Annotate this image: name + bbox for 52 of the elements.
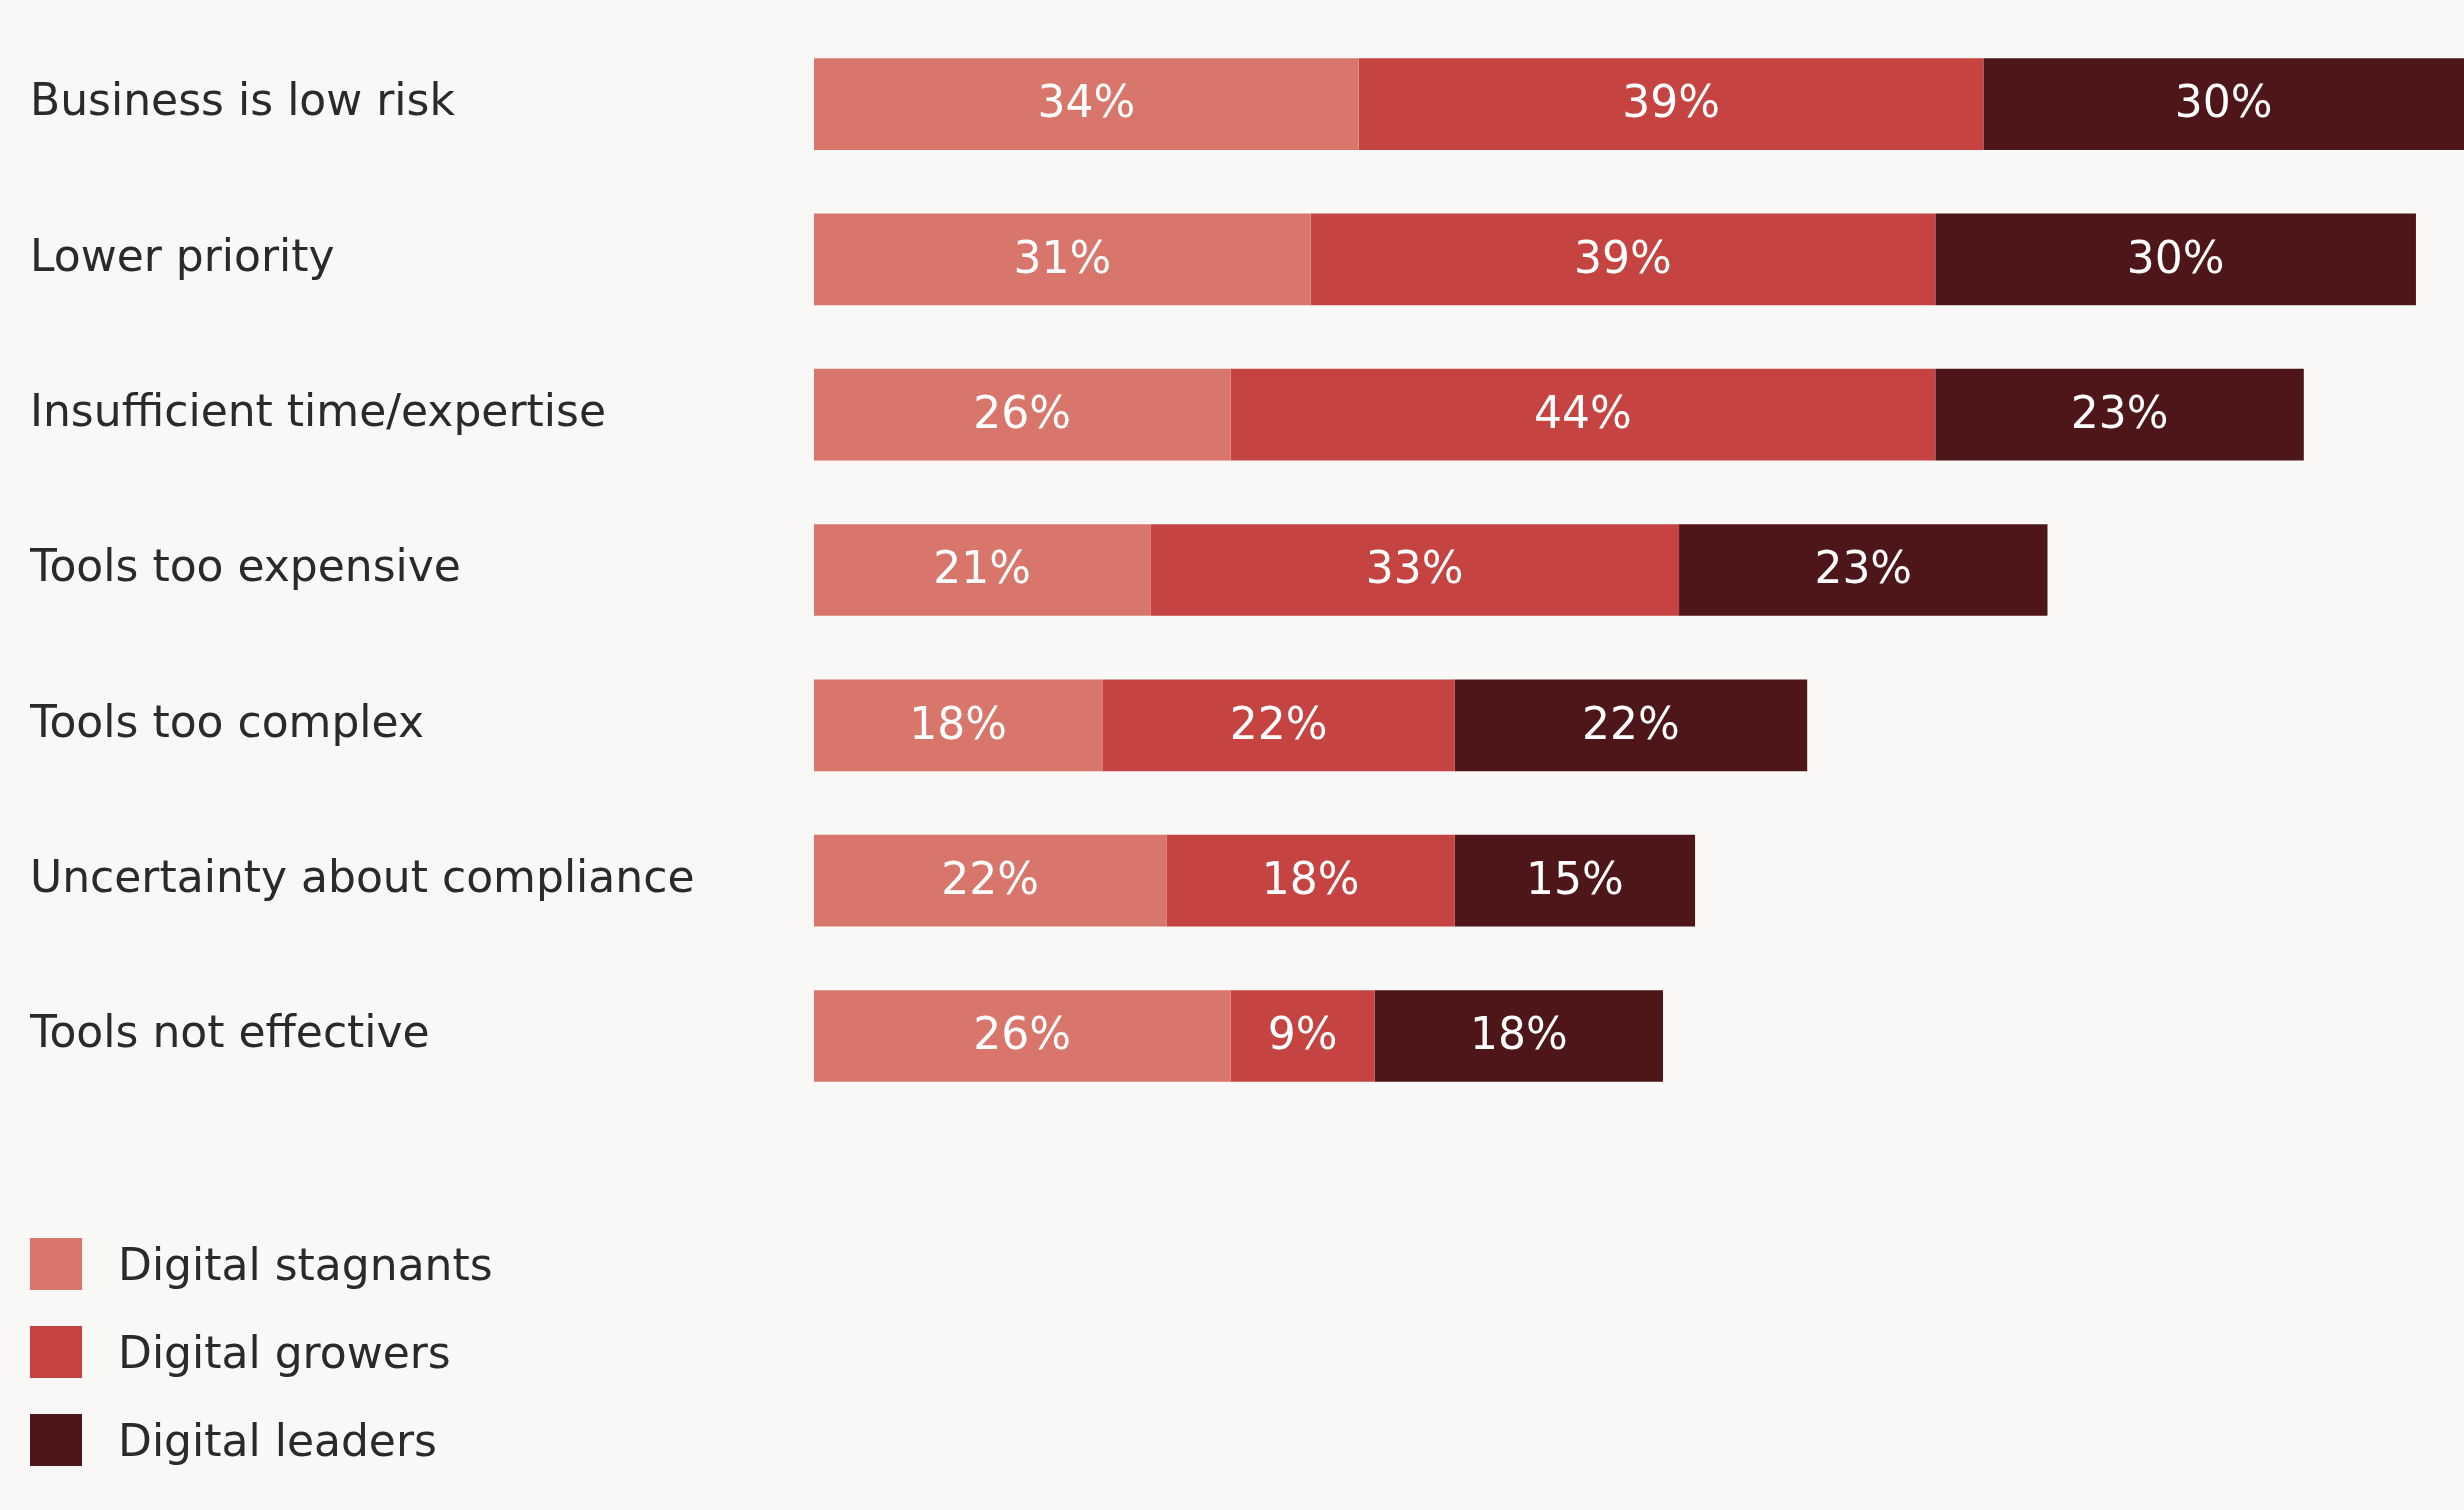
data-label: 33%: [1365, 542, 1464, 594]
legend-label: Digital leaders: [118, 1414, 437, 1466]
data-label: 23%: [2070, 387, 2169, 439]
y-tick-label: Tools too complex: [29, 695, 424, 747]
data-label: 39%: [1622, 76, 1720, 128]
bar: [1230, 990, 1375, 1082]
bar: [814, 368, 1231, 461]
bar: [1935, 213, 2416, 306]
data-label: 18%: [1469, 1008, 1568, 1060]
data-label: 15%: [1526, 853, 1624, 905]
legend-label: Digital growers: [118, 1326, 451, 1378]
data-label: 9%: [1267, 1008, 1338, 1060]
data-label: 23%: [1814, 542, 1913, 594]
bar: [1679, 524, 2048, 616]
data-label: 30%: [2126, 231, 2225, 283]
bar: [814, 58, 1359, 150]
data-label: 39%: [1574, 231, 1672, 283]
data-label: 18%: [1261, 853, 1360, 905]
data-label: 44%: [1534, 387, 1632, 439]
data-label: 26%: [973, 387, 1072, 439]
y-tick-label: Uncertainty about compliance: [30, 851, 695, 903]
y-tick-label: Tools not effective: [29, 1006, 430, 1058]
bar: [814, 834, 1167, 927]
bar: [1454, 679, 1808, 772]
bar: [814, 679, 1103, 772]
bar: [1310, 213, 1936, 306]
data-label: 34%: [1037, 76, 1136, 128]
bar: [1230, 368, 1936, 461]
bar: [1935, 368, 2304, 461]
bar: [1358, 58, 1984, 150]
bar: [814, 524, 1151, 616]
bar: [1454, 834, 1696, 927]
data-label: 31%: [1013, 231, 1112, 283]
y-tick-label: Tools too expensive: [29, 540, 461, 592]
legend-label: Digital stagnants: [118, 1238, 493, 1290]
bar: [814, 213, 1311, 306]
bar: [1374, 990, 1664, 1082]
bar: [1102, 679, 1455, 772]
data-label: 30%: [2174, 76, 2273, 128]
data-label: 22%: [941, 853, 1040, 905]
y-tick-label: Business is low risk: [30, 74, 456, 126]
bar: [1166, 834, 1455, 927]
y-tick-label: Lower priority: [30, 229, 335, 281]
bar: [1983, 58, 2464, 150]
data-label: 21%: [933, 542, 1032, 594]
data-label: 22%: [1582, 697, 1680, 749]
data-label: 22%: [1229, 697, 1328, 749]
bar: [1150, 524, 1680, 616]
y-tick-label: Insufficient time/expertise: [30, 385, 606, 437]
data-label: 26%: [973, 1008, 1072, 1060]
bar: [814, 990, 1231, 1082]
data-label: 18%: [909, 697, 1008, 749]
